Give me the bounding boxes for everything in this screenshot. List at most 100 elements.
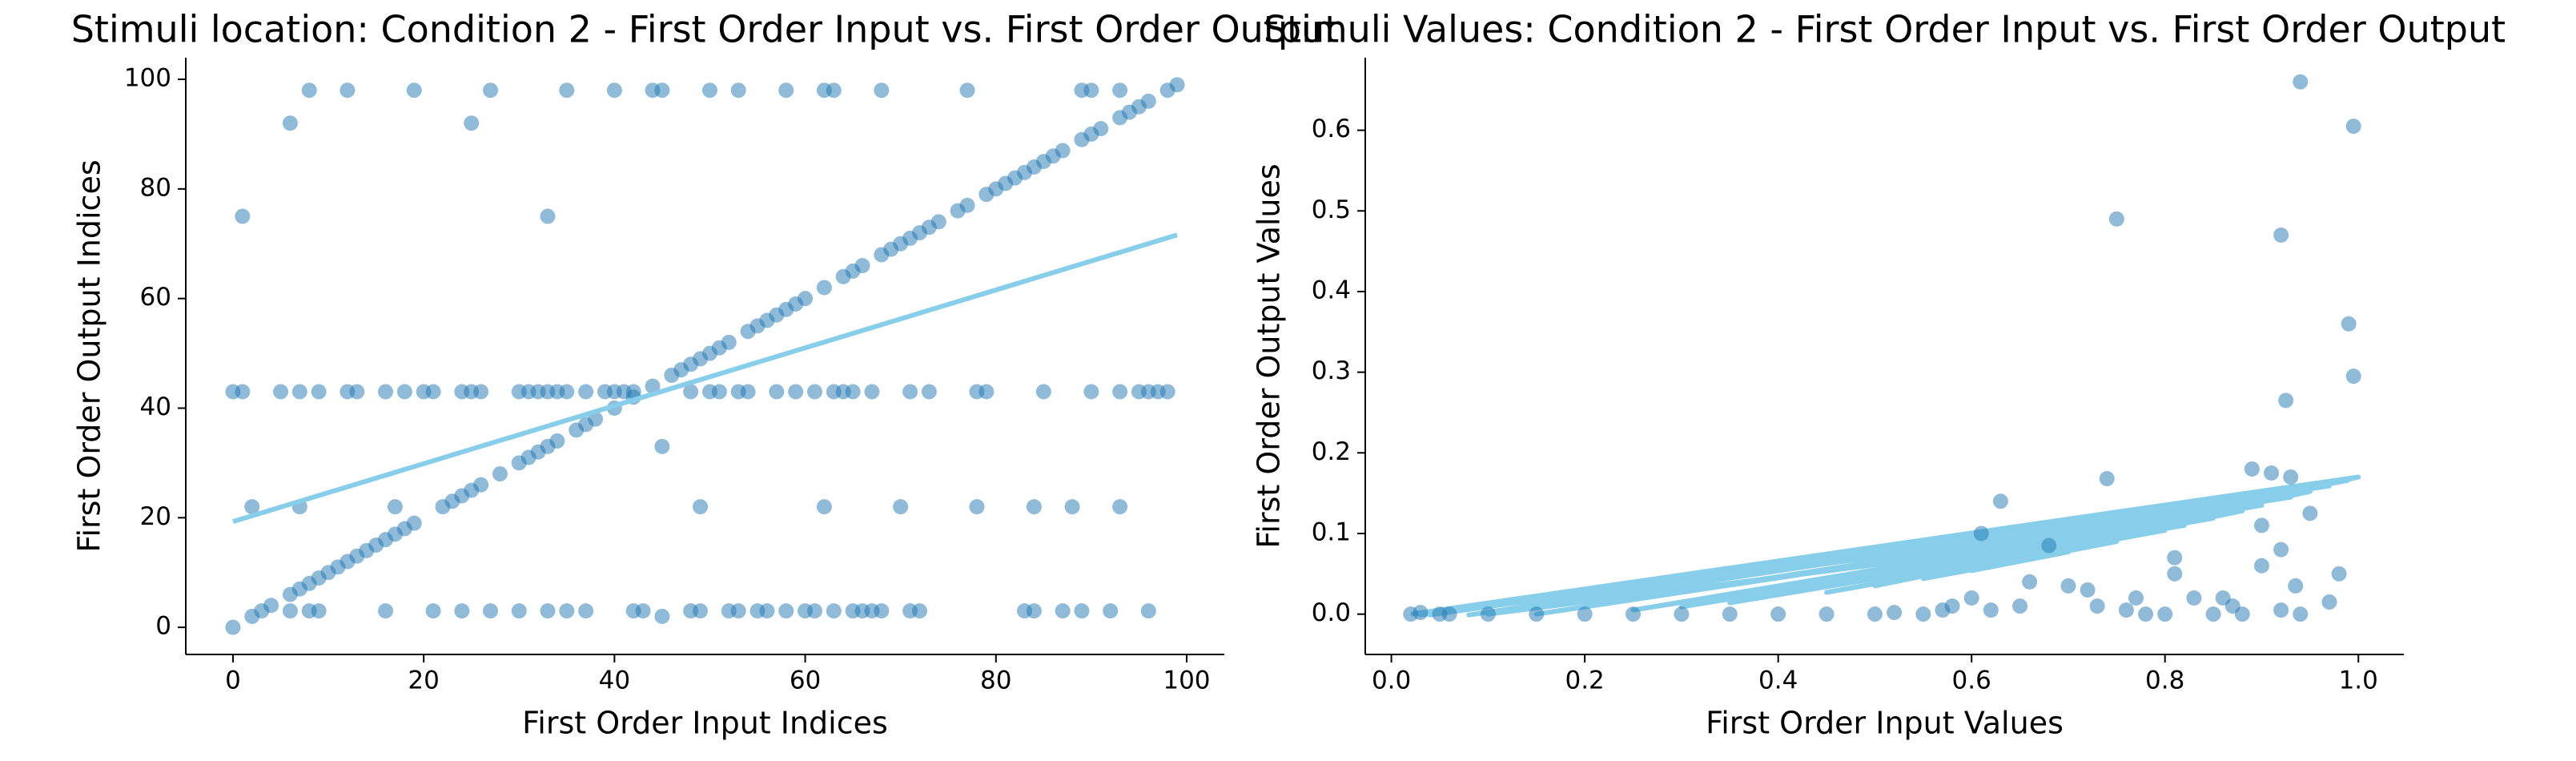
point: [1074, 603, 1090, 619]
point: [1577, 606, 1593, 622]
point: [349, 384, 365, 400]
point: [711, 384, 727, 400]
point: [578, 603, 594, 619]
point: [816, 499, 832, 515]
point: [816, 280, 832, 296]
point: [578, 384, 594, 400]
y-tick-label: 0: [155, 612, 171, 641]
point: [464, 115, 480, 131]
point: [2321, 594, 2337, 610]
x-tick-label: 0.0: [1372, 666, 1411, 695]
point: [559, 83, 575, 99]
point: [625, 384, 641, 400]
point: [1103, 603, 1119, 619]
point: [291, 384, 307, 400]
point: [425, 384, 441, 400]
point: [701, 83, 717, 99]
point: [1083, 384, 1099, 400]
point: [1026, 603, 1042, 619]
y-tick-label: 0.0: [1312, 598, 1351, 627]
point: [396, 384, 412, 400]
point: [2331, 566, 2347, 582]
point: [759, 603, 775, 619]
point: [2186, 590, 2202, 606]
point: [2253, 517, 2269, 534]
point: [340, 83, 356, 99]
x-tick-label: 40: [599, 666, 630, 695]
point: [1973, 525, 1989, 542]
point: [874, 83, 890, 99]
point: [2012, 598, 2028, 614]
point: [282, 603, 298, 619]
point: [2089, 598, 2105, 614]
x-tick-label: 20: [408, 666, 439, 695]
point: [1064, 499, 1080, 515]
point: [2099, 471, 2115, 487]
point: [540, 208, 556, 224]
fit-line: [1410, 474, 2361, 618]
point: [225, 619, 241, 635]
point: [473, 384, 489, 400]
point: [2118, 602, 2134, 618]
point: [2345, 368, 2361, 385]
point: [1963, 590, 1979, 606]
point: [606, 83, 622, 99]
point: [1626, 606, 1642, 622]
point: [654, 608, 670, 624]
point: [244, 499, 260, 515]
y-tick-label: 0.1: [1312, 517, 1351, 546]
point: [1944, 598, 1960, 614]
point: [826, 83, 842, 99]
point: [1674, 606, 1690, 622]
point: [378, 603, 394, 619]
point: [1093, 121, 1109, 137]
point: [406, 515, 422, 531]
point: [2167, 566, 2183, 582]
y-tick-label: 20: [140, 502, 171, 531]
point: [721, 334, 737, 350]
point: [788, 384, 804, 400]
point: [311, 384, 327, 400]
point: [969, 499, 985, 515]
point: [1035, 384, 1051, 400]
point: [1915, 606, 1931, 622]
point: [921, 384, 937, 400]
point: [2302, 505, 2318, 521]
point: [1055, 603, 1071, 619]
y-tick-label: 100: [124, 64, 171, 93]
point: [311, 603, 327, 619]
x-tick-label: 60: [790, 666, 821, 695]
point: [425, 603, 441, 619]
x-tick-label: 0.4: [1758, 666, 1798, 695]
point: [730, 603, 746, 619]
y-tick-label: 0.3: [1312, 356, 1351, 385]
point: [902, 384, 918, 400]
point: [693, 603, 709, 619]
point: [854, 258, 870, 274]
point: [1413, 605, 1429, 621]
point: [1770, 606, 1786, 622]
point: [1722, 606, 1738, 622]
point: [645, 378, 661, 394]
point: [1529, 606, 1545, 622]
point: [1818, 606, 1835, 622]
point: [483, 603, 499, 619]
point: [492, 466, 508, 482]
point: [540, 603, 556, 619]
point: [473, 477, 489, 493]
point: [893, 499, 909, 515]
point: [826, 603, 842, 619]
point: [301, 83, 317, 99]
point: [2138, 606, 2154, 622]
point: [454, 603, 470, 619]
point: [959, 83, 975, 99]
point: [683, 384, 699, 400]
point: [1026, 499, 1042, 515]
point: [806, 384, 822, 400]
point: [1112, 83, 1128, 99]
point: [2345, 119, 2361, 135]
point: [2278, 393, 2294, 409]
point: [549, 433, 565, 449]
point: [930, 214, 946, 230]
point: [2060, 578, 2076, 594]
